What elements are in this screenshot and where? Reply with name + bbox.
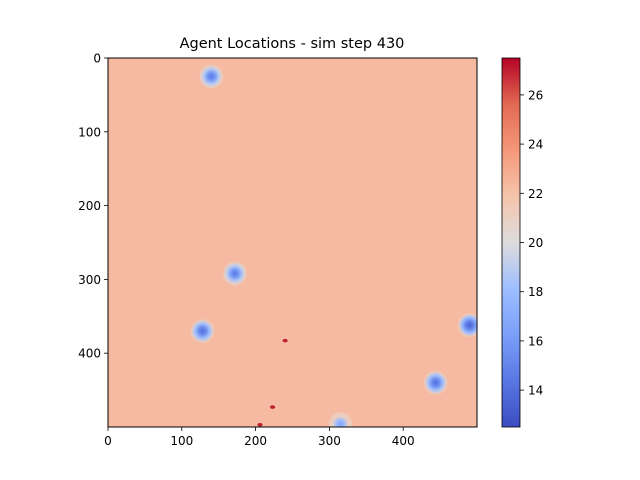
y-tick-label: 300 bbox=[78, 273, 101, 287]
cold-spot bbox=[221, 260, 248, 287]
cold-spot bbox=[422, 369, 449, 396]
x-tick-label: 0 bbox=[104, 434, 112, 448]
colorbar-tick-label: 24 bbox=[528, 138, 543, 152]
heatmap-background bbox=[108, 58, 477, 427]
x-axis: 0 100 200 300 400 bbox=[104, 427, 415, 448]
hot-spot bbox=[282, 338, 288, 343]
y-axis: 0 100 200 300 400 bbox=[78, 52, 108, 361]
colorbar-gradient bbox=[501, 57, 521, 428]
chart-title: Agent Locations - sim step 430 bbox=[180, 36, 405, 52]
y-tick-label: 100 bbox=[78, 125, 101, 139]
hot-spot bbox=[269, 405, 276, 409]
x-tick-label: 100 bbox=[170, 434, 193, 448]
colorbar-tick-label: 18 bbox=[528, 285, 543, 299]
y-tick-label: 0 bbox=[93, 52, 101, 66]
cold-spot bbox=[327, 411, 354, 427]
heatmap-plot bbox=[107, 57, 478, 428]
y-tick-label: 200 bbox=[78, 199, 101, 213]
cold-spot bbox=[456, 312, 477, 339]
cold-spot bbox=[189, 318, 216, 345]
x-tick-label: 300 bbox=[318, 434, 341, 448]
y-tick-label: 400 bbox=[78, 347, 101, 361]
colorbar-tick-label: 26 bbox=[528, 88, 543, 102]
hot-spot bbox=[257, 422, 263, 427]
colorbar-tick-label: 14 bbox=[528, 384, 543, 398]
plot-frame bbox=[107, 57, 478, 428]
cold-spot bbox=[198, 63, 225, 90]
colorbar-tick-label: 20 bbox=[528, 236, 543, 250]
x-tick-label: 200 bbox=[244, 434, 267, 448]
colorbar-tick-label: 16 bbox=[528, 334, 543, 348]
x-tick-label: 400 bbox=[392, 434, 415, 448]
colorbar-tick-label: 22 bbox=[528, 187, 543, 201]
colorbar: 14 16 18 20 22 24 26 bbox=[501, 57, 543, 428]
